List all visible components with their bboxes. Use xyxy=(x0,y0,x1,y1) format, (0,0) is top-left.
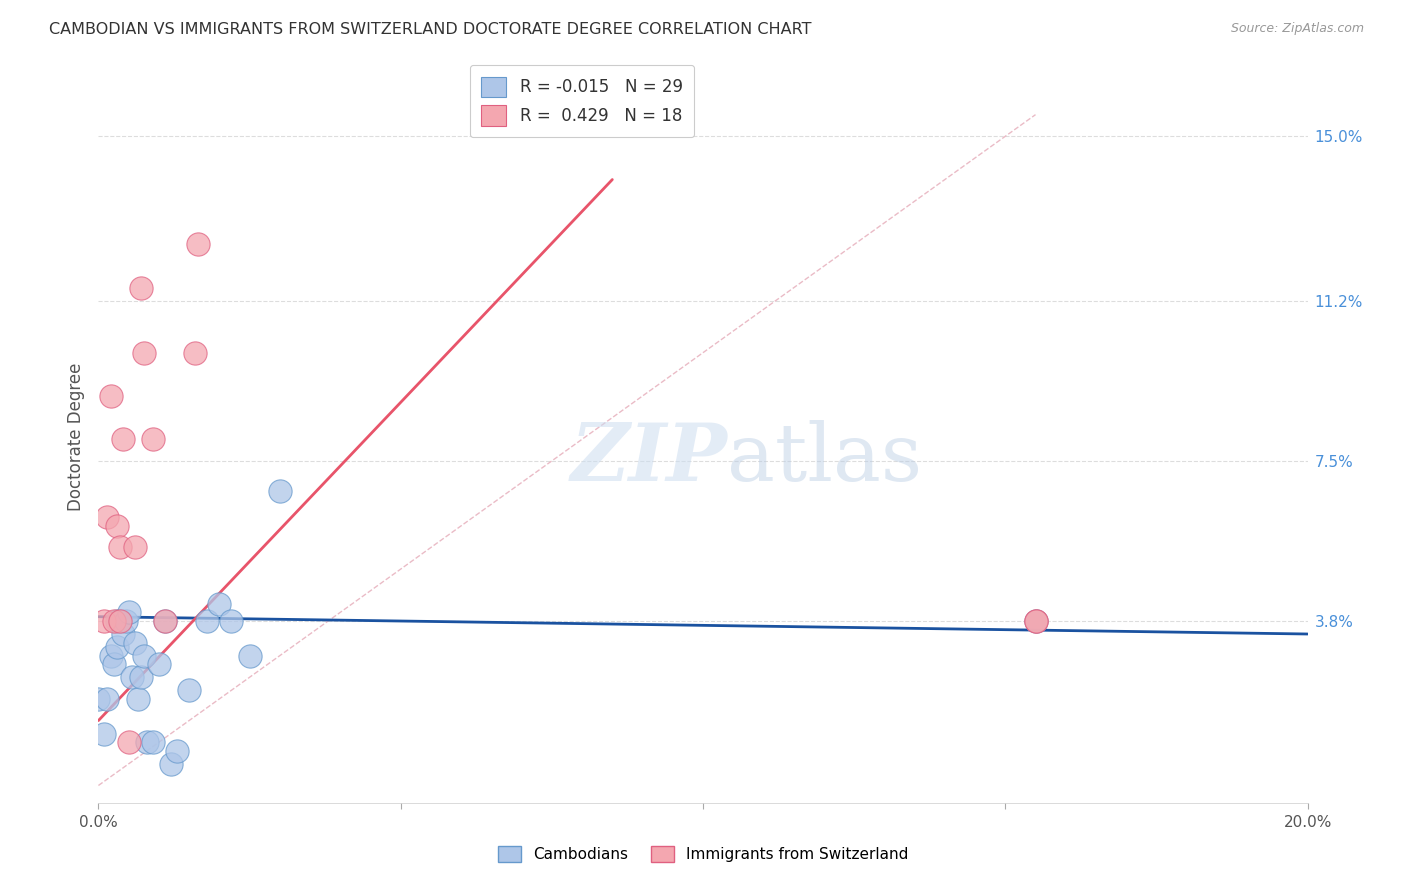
Point xyxy=(114,614,136,628)
Point xyxy=(96,692,118,706)
Point xyxy=(111,627,134,641)
Point xyxy=(1024,614,1046,628)
Point xyxy=(124,635,146,649)
Point xyxy=(221,614,243,628)
Point xyxy=(87,692,110,706)
Point xyxy=(1024,614,1046,628)
Point xyxy=(129,281,152,295)
Point xyxy=(1024,614,1046,628)
Text: atlas: atlas xyxy=(727,420,922,498)
Point xyxy=(148,657,170,672)
Point xyxy=(142,432,165,446)
Point xyxy=(103,657,125,672)
Point xyxy=(108,541,131,555)
Point xyxy=(132,345,155,359)
Point xyxy=(153,614,176,628)
Point xyxy=(187,237,209,252)
Text: ZIP: ZIP xyxy=(571,420,727,498)
Point xyxy=(129,670,152,684)
Point xyxy=(179,683,201,698)
Point xyxy=(121,670,143,684)
Point xyxy=(111,432,134,446)
Text: CAMBODIAN VS IMMIGRANTS FROM SWITZERLAND DOCTORATE DEGREE CORRELATION CHART: CAMBODIAN VS IMMIGRANTS FROM SWITZERLAND… xyxy=(49,22,811,37)
Point xyxy=(160,756,183,771)
Point xyxy=(195,614,218,628)
Point xyxy=(100,389,122,403)
Point xyxy=(105,614,128,628)
Y-axis label: Doctorate Degree: Doctorate Degree xyxy=(66,363,84,511)
Point xyxy=(142,735,165,749)
Point xyxy=(135,735,157,749)
Point xyxy=(103,614,125,628)
Point xyxy=(93,614,115,628)
Point xyxy=(184,345,207,359)
Point xyxy=(118,606,141,620)
Point xyxy=(100,648,122,663)
Point xyxy=(153,614,176,628)
Point xyxy=(105,518,128,533)
Point xyxy=(124,541,146,555)
Point xyxy=(166,744,188,758)
Point xyxy=(208,597,231,611)
Legend: Cambodians, Immigrants from Switzerland: Cambodians, Immigrants from Switzerland xyxy=(492,840,914,868)
Point xyxy=(239,648,262,663)
Point xyxy=(105,640,128,654)
Point xyxy=(118,735,141,749)
Text: Source: ZipAtlas.com: Source: ZipAtlas.com xyxy=(1230,22,1364,36)
Point xyxy=(96,510,118,524)
Point xyxy=(93,726,115,740)
Point xyxy=(108,614,131,628)
Point xyxy=(127,692,149,706)
Point xyxy=(132,648,155,663)
Point xyxy=(269,484,291,499)
Point xyxy=(108,614,131,628)
